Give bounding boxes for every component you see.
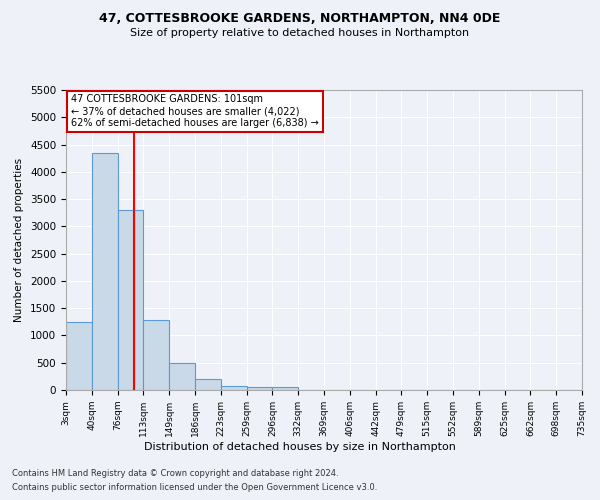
Bar: [143, 320, 169, 390]
Bar: [195, 378, 221, 390]
Bar: [221, 386, 247, 390]
Bar: [272, 387, 298, 390]
Text: Contains HM Land Registry data © Crown copyright and database right 2024.: Contains HM Land Registry data © Crown c…: [12, 468, 338, 477]
Bar: [66, 322, 92, 390]
Y-axis label: Number of detached properties: Number of detached properties: [14, 158, 25, 322]
Bar: [92, 152, 118, 390]
Bar: [169, 364, 195, 390]
Text: Size of property relative to detached houses in Northampton: Size of property relative to detached ho…: [130, 28, 470, 38]
Bar: [247, 386, 272, 390]
Bar: [118, 210, 143, 390]
Text: Contains public sector information licensed under the Open Government Licence v3: Contains public sector information licen…: [12, 484, 377, 492]
Text: 47, COTTESBROOKE GARDENS, NORTHAMPTON, NN4 0DE: 47, COTTESBROOKE GARDENS, NORTHAMPTON, N…: [100, 12, 500, 26]
Text: 47 COTTESBROOKE GARDENS: 101sqm
← 37% of detached houses are smaller (4,022)
62%: 47 COTTESBROOKE GARDENS: 101sqm ← 37% of…: [71, 94, 319, 128]
Text: Distribution of detached houses by size in Northampton: Distribution of detached houses by size …: [144, 442, 456, 452]
